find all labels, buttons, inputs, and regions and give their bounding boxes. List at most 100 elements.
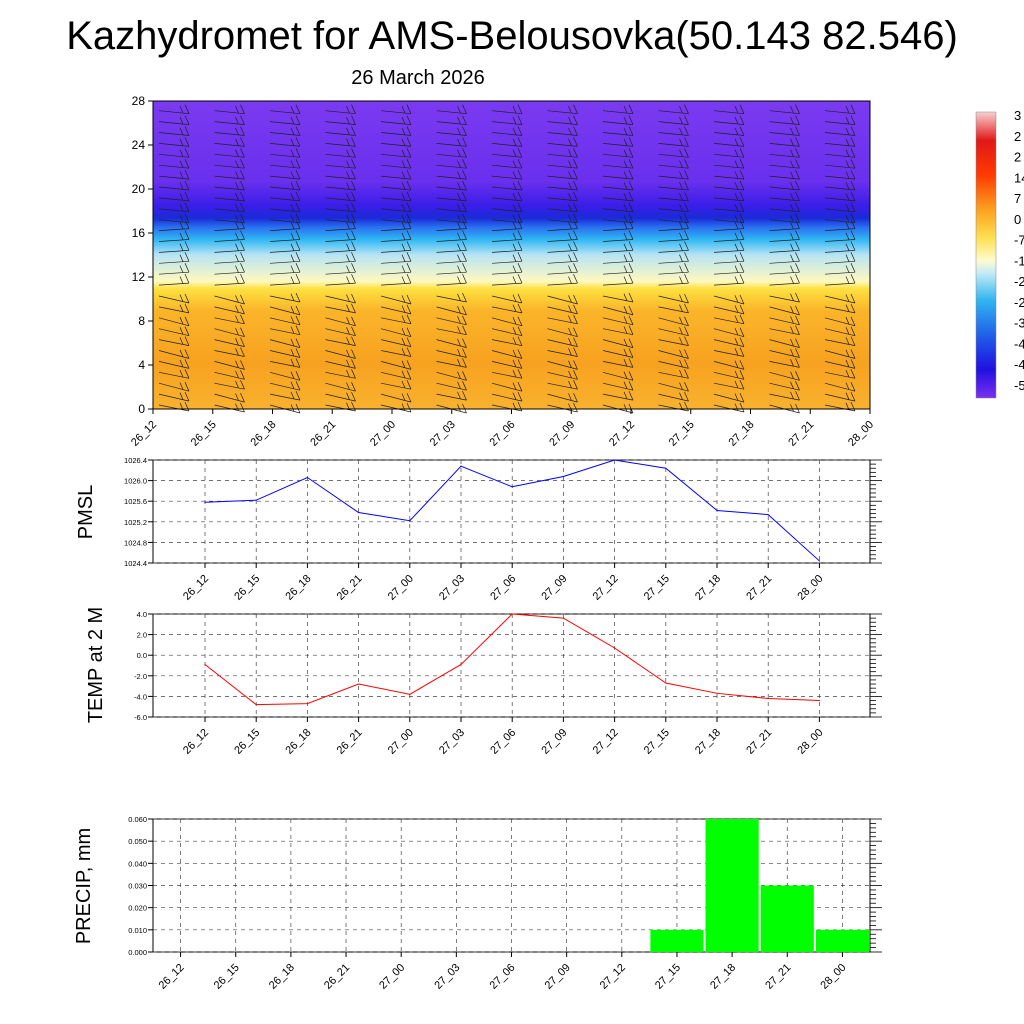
- wind-barb: [436, 325, 467, 336]
- wind-barb: [325, 148, 356, 158]
- wind-barb: [769, 315, 800, 326]
- wind-barb: [491, 115, 523, 125]
- wind-barb: [436, 371, 467, 381]
- xtick-label: 27_12: [598, 962, 628, 992]
- wind-barb: [380, 314, 412, 325]
- xtick-label: 26_15: [232, 573, 262, 603]
- wind-barb: [158, 137, 190, 147]
- precip-series: [650, 819, 869, 952]
- wind-barb: [380, 360, 412, 370]
- wind-barb: [269, 305, 301, 316]
- wind-barb: [824, 293, 856, 304]
- wind-barb: [269, 263, 301, 275]
- temp-point: [665, 682, 667, 684]
- wind-barb: [658, 336, 689, 346]
- wind-barb: [269, 325, 301, 336]
- wind-barb: [269, 230, 301, 242]
- wind-barb: [436, 273, 467, 286]
- wind-barb: [436, 126, 467, 136]
- ytick-label: 0.0: [137, 651, 147, 660]
- wind-barb: [658, 316, 689, 327]
- ytick-label: 0.040: [128, 859, 147, 868]
- xtick-label: 27_15: [642, 573, 672, 603]
- wind-barb: [158, 213, 190, 224]
- wind-barb: [658, 180, 689, 191]
- wind-barb: [380, 180, 412, 191]
- wind-barb: [380, 241, 412, 253]
- wind-barb: [380, 392, 412, 403]
- wind-barb: [269, 219, 301, 231]
- wind-barb: [380, 252, 412, 264]
- wind-barb: [769, 263, 800, 275]
- xtick-label: 28_00: [795, 727, 825, 757]
- wind-barb: [214, 126, 245, 136]
- wind-barb: [769, 338, 800, 348]
- wind-barb: [436, 338, 467, 348]
- xtick-label: 27_03: [437, 573, 467, 603]
- profile-ytick-label: 12: [132, 270, 146, 284]
- wind-barb: [214, 137, 245, 147]
- wind-barb: [658, 382, 689, 392]
- pmsl-series: [204, 459, 821, 562]
- wind-barb: [713, 263, 745, 275]
- profile-xtick-label: 27_09: [547, 419, 577, 449]
- wind-barb: [325, 126, 356, 136]
- wind-barb: [713, 126, 745, 136]
- wind-barb: [824, 241, 856, 253]
- colorbar-label: -1: [1014, 253, 1024, 268]
- wind-barb: [658, 126, 689, 136]
- wind-barb: [269, 213, 301, 224]
- profile-ytick-label: 4: [138, 358, 145, 372]
- wind-barb: [158, 202, 190, 213]
- wind-barb: [824, 369, 856, 379]
- wind-barb: [436, 219, 467, 231]
- wind-barb: [491, 169, 523, 180]
- wind-barb: [158, 191, 190, 202]
- wind-barb: [158, 219, 190, 231]
- wind-barb: [436, 202, 467, 213]
- wind-barb: [769, 191, 800, 202]
- xtick-label: 27_03: [437, 727, 467, 757]
- wind-barb: [214, 337, 245, 347]
- pmsl-point: [614, 459, 616, 461]
- wind-barb: [658, 230, 689, 242]
- profile-xtick-label: 27_18: [727, 419, 757, 449]
- wind-barb: [824, 169, 856, 180]
- wind-barb: [602, 325, 634, 336]
- xtick-label: 27_12: [591, 727, 621, 757]
- colorbar-scale: [975, 111, 997, 399]
- xtick-label: 27_09: [539, 727, 569, 757]
- wind-barb: [769, 159, 800, 169]
- wind-barb: [824, 263, 856, 275]
- ytick-label: 0.020: [128, 904, 147, 913]
- wind-barb: [436, 315, 467, 326]
- wind-barb: [214, 148, 245, 158]
- wind-barb: [602, 338, 634, 348]
- wind-barb: [158, 252, 190, 264]
- pmsl-point: [204, 501, 206, 503]
- wind-barb: [547, 252, 578, 264]
- wind-barb: [824, 326, 856, 337]
- colorbar: 3 2 2 14 7 0 -7 -1 -2 -2 -3 -4 -4 -5: [975, 108, 1024, 399]
- wind-barb: [713, 219, 745, 231]
- wind-barb: [658, 137, 689, 147]
- wind-barb: [380, 263, 412, 275]
- wind-barb: [436, 148, 467, 158]
- wind-barb: [713, 347, 745, 357]
- wind-barb: [658, 326, 689, 337]
- wind-barb: [602, 202, 634, 213]
- wind-barb: [214, 294, 245, 305]
- wind-barb: [214, 314, 245, 325]
- wind-barb: [658, 191, 689, 202]
- wind-barb: [658, 202, 689, 213]
- wind-barb: [824, 191, 856, 202]
- pmsl-point: [358, 511, 360, 514]
- colorbar-label: 2: [1014, 150, 1021, 165]
- wind-barb: [214, 213, 245, 224]
- wind-barb: [214, 230, 245, 242]
- wind-barb: [769, 241, 800, 253]
- wind-barb: [214, 115, 245, 125]
- wind-barb: [713, 137, 745, 147]
- wind-barb: [325, 213, 356, 224]
- wind-barb: [602, 348, 634, 358]
